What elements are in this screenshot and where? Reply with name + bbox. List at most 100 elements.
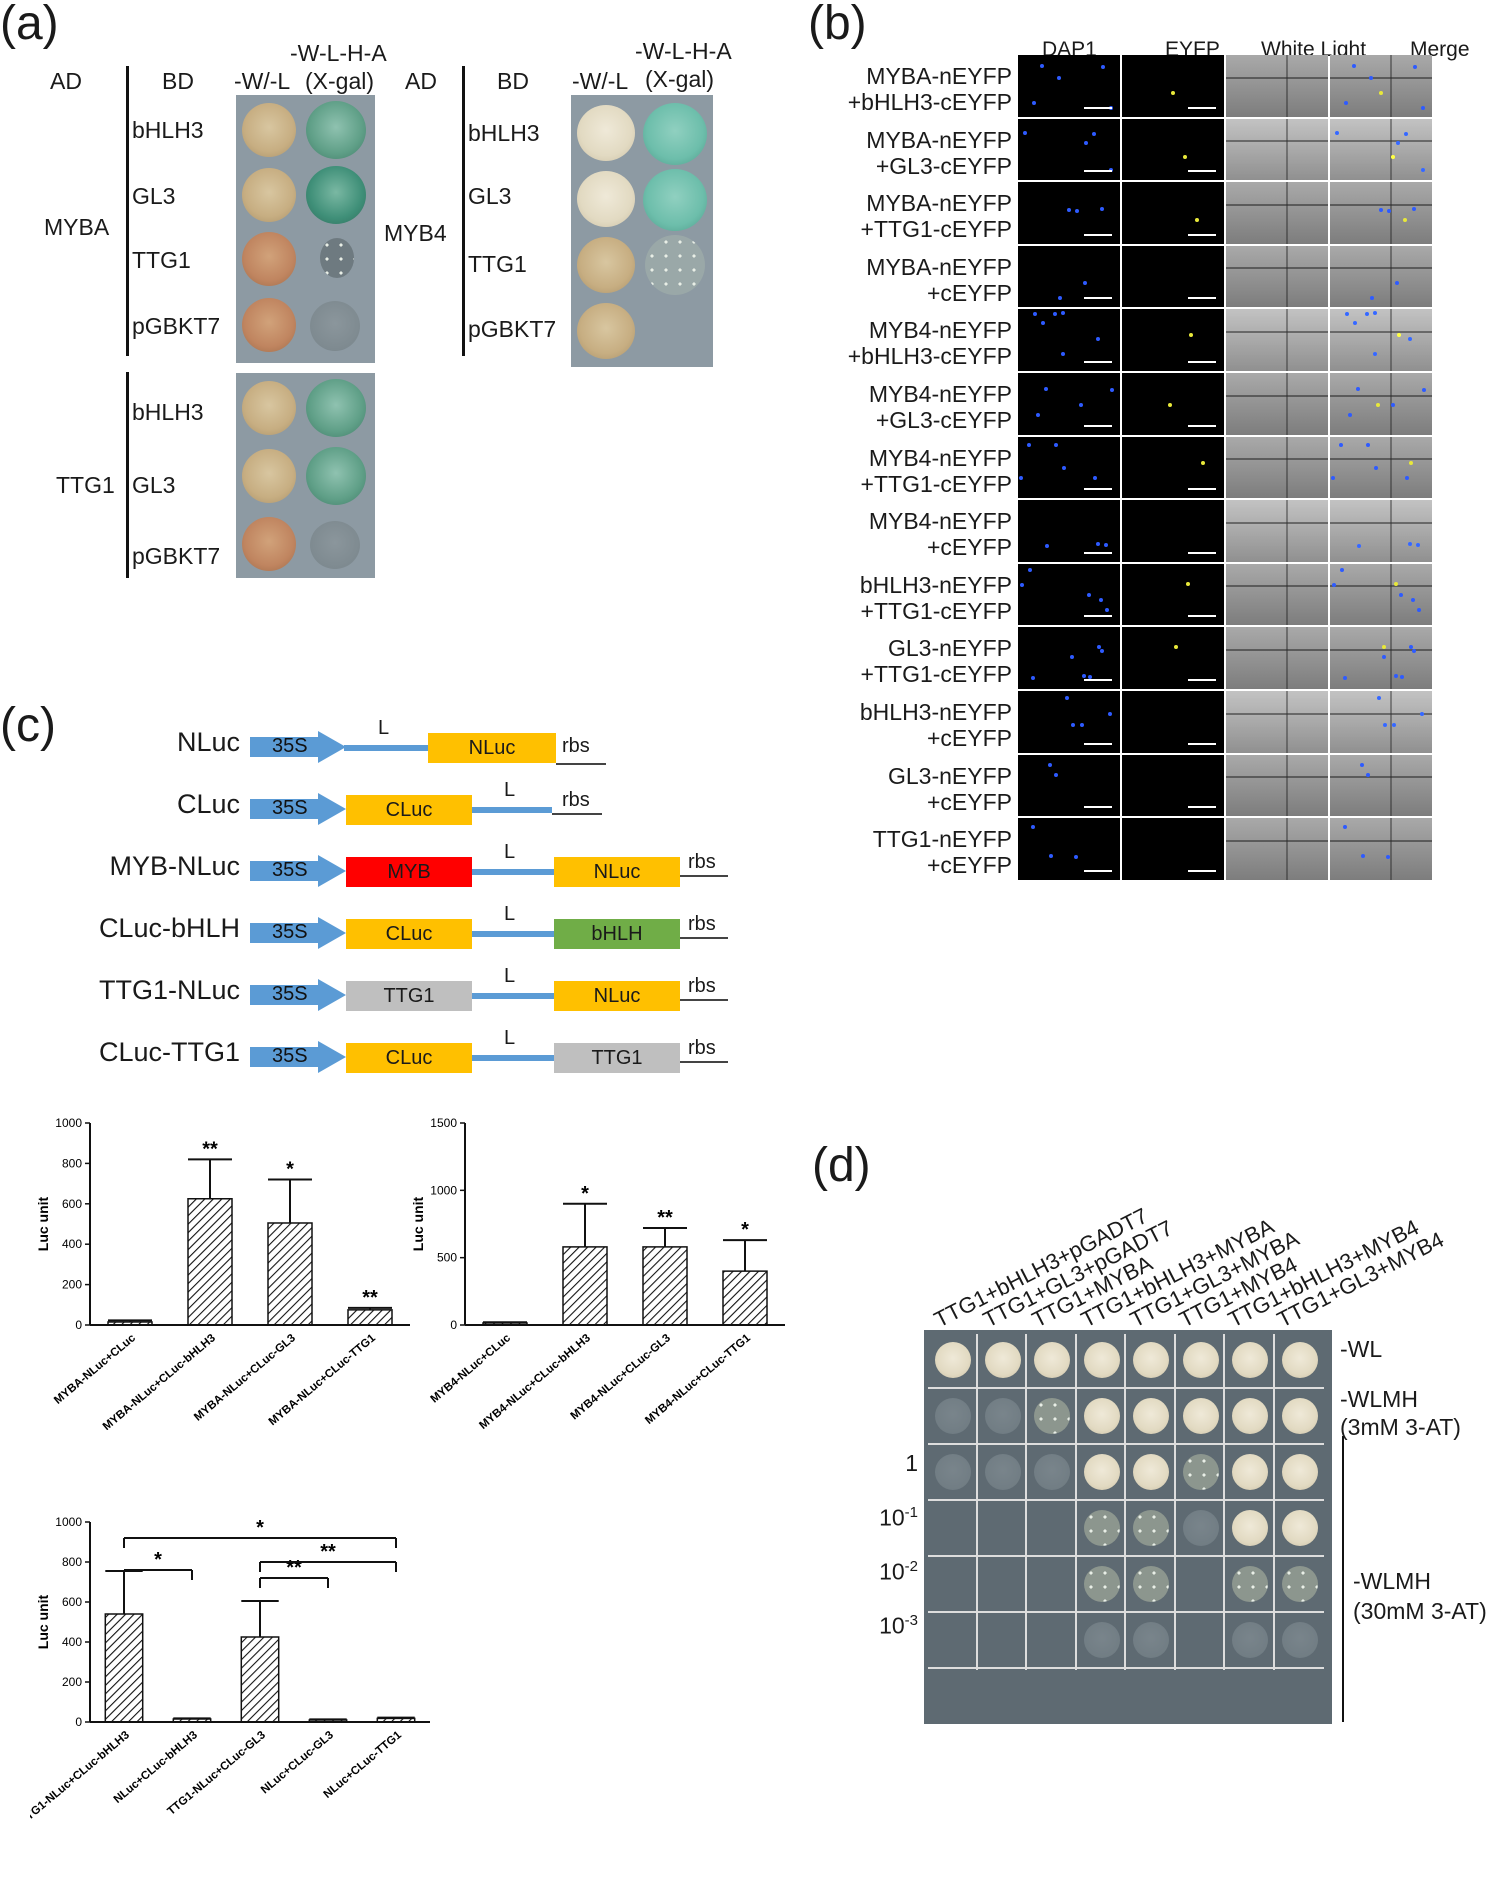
eyfp-signal bbox=[1201, 460, 1205, 465]
nucleus-signal bbox=[1339, 443, 1343, 448]
myba-bd-1: bHLH3 bbox=[132, 117, 204, 143]
col-sel-left-2: (X-gal) bbox=[305, 68, 375, 94]
grid-line bbox=[975, 1558, 978, 1614]
construct-name: CLuc-bHLH bbox=[98, 913, 240, 943]
brightfield-image bbox=[1226, 627, 1328, 689]
grid-line bbox=[1074, 1446, 1077, 1502]
nucleus-signal bbox=[1070, 655, 1074, 660]
scale-bar bbox=[1188, 106, 1216, 109]
backbone-line bbox=[680, 937, 728, 939]
linker-line bbox=[344, 745, 430, 751]
nucleus-signal bbox=[1028, 568, 1032, 573]
fluorescence-image bbox=[1122, 500, 1224, 562]
dilution-exponent: -3 bbox=[904, 1612, 918, 1629]
yeast-colony bbox=[984, 1342, 1021, 1378]
ttg1-bracket bbox=[126, 372, 129, 578]
linker-label: L bbox=[504, 779, 516, 801]
arrow-polygon bbox=[250, 731, 346, 763]
grid-line bbox=[1223, 1502, 1225, 1558]
grid-line bbox=[1173, 1558, 1176, 1614]
promoter-label: 35S bbox=[272, 859, 308, 881]
significance-mark: ** bbox=[657, 1207, 673, 1229]
nucleus-signal bbox=[1352, 64, 1356, 69]
fluorescence-image bbox=[1122, 818, 1224, 880]
myb4-bd-4: pGBKT7 bbox=[468, 316, 557, 342]
linker-line bbox=[472, 807, 552, 813]
bifc-row-label: +GL3-cEYFP bbox=[875, 407, 1012, 433]
yeast-colony bbox=[1281, 1566, 1318, 1602]
rbs-label: rbs bbox=[562, 789, 590, 811]
ttg1-label: TTG1 bbox=[56, 472, 115, 498]
y-tick-label: 1500 bbox=[430, 1116, 457, 1130]
myb4-plate bbox=[571, 95, 713, 367]
fluorescence-image bbox=[1018, 500, 1120, 562]
bar bbox=[642, 1246, 688, 1326]
ttg1-plate bbox=[236, 373, 375, 578]
arrow-shape bbox=[250, 979, 346, 1011]
fluorescence-image bbox=[1122, 118, 1224, 181]
eyfp-signal bbox=[1195, 218, 1199, 223]
linker-label: L bbox=[504, 841, 516, 863]
grid-line bbox=[1126, 1667, 1176, 1669]
grid-line bbox=[1225, 1499, 1275, 1501]
nucleus-signal bbox=[1335, 130, 1339, 135]
nucleus-signal bbox=[1033, 312, 1037, 317]
promoter-35s-arrow bbox=[250, 1041, 346, 1073]
yeast-colony bbox=[935, 1398, 971, 1434]
bifc-row-label: +TTG1-cEYFP bbox=[860, 470, 1012, 497]
y-axis-label: Luc unit bbox=[35, 1594, 51, 1649]
myb4-bd-3: TTG1 bbox=[468, 251, 527, 277]
grid-line bbox=[1272, 1502, 1275, 1558]
brightfield-image bbox=[1226, 500, 1328, 562]
grid-line bbox=[1173, 1502, 1176, 1558]
y-tick-label: 0 bbox=[75, 1318, 82, 1332]
fluorescence-image bbox=[1018, 182, 1120, 244]
significance-mark: ** bbox=[362, 1287, 378, 1309]
grid-line bbox=[1126, 1611, 1176, 1613]
y-tick-label: 1000 bbox=[430, 1183, 457, 1197]
bifc-row-label: +cEYFP bbox=[926, 725, 1012, 751]
linker-label: L bbox=[504, 903, 516, 925]
brightfield-image bbox=[1226, 818, 1328, 880]
grid-line bbox=[1274, 1667, 1324, 1669]
nucleus-signal bbox=[1049, 854, 1053, 859]
domain-box: NLuc bbox=[428, 733, 556, 763]
brightfield-image bbox=[1330, 436, 1432, 499]
domain-box: CLuc bbox=[346, 919, 472, 949]
brightfield-image bbox=[1330, 818, 1432, 880]
construct-name: NLuc bbox=[176, 727, 240, 757]
grid-line bbox=[1124, 1502, 1126, 1558]
nucleus-signal bbox=[1093, 475, 1097, 480]
promoter-35s-arrow bbox=[250, 731, 346, 763]
grid-line bbox=[1173, 1334, 1176, 1390]
nucleus-signal bbox=[1399, 593, 1403, 598]
yeast-colony bbox=[1232, 1342, 1268, 1378]
bar-chart-myba: 0 200 400 600 800 1000 Luc unit MYBA-NLuc+CLuc *… bbox=[35, 1116, 410, 1430]
grid-line bbox=[975, 1502, 978, 1558]
grid-line bbox=[1025, 1390, 1027, 1446]
yeast-colony bbox=[1133, 1342, 1169, 1378]
nucleus-signal bbox=[1101, 64, 1105, 69]
scale-bar bbox=[1084, 106, 1112, 109]
eyfp-signal bbox=[1382, 645, 1386, 650]
brightfield-image bbox=[1226, 309, 1328, 371]
comparison-label: ** bbox=[286, 1557, 302, 1579]
nucleus-signal bbox=[1417, 608, 1421, 613]
myb4-bracket bbox=[462, 66, 465, 356]
nucleus-signal bbox=[1040, 64, 1044, 69]
grid-line bbox=[1126, 1499, 1176, 1501]
nucleus-signal bbox=[1411, 598, 1415, 603]
colony bbox=[645, 235, 705, 295]
fluorescence-image bbox=[1122, 627, 1224, 689]
brightfield-image bbox=[1226, 118, 1328, 181]
eyfp-signal bbox=[1403, 218, 1407, 223]
dilution-label: 10-1 bbox=[872, 1504, 918, 1532]
yeast-colony bbox=[1182, 1342, 1219, 1378]
significance-mark: ** bbox=[202, 1138, 218, 1160]
yeast-colony bbox=[1232, 1622, 1268, 1658]
bar bbox=[376, 1717, 416, 1723]
nucleus-signal bbox=[1377, 696, 1381, 701]
rbs-label: rbs bbox=[688, 1037, 716, 1059]
nucleus-signal bbox=[1087, 593, 1091, 598]
promoter-label: 35S bbox=[272, 735, 308, 757]
